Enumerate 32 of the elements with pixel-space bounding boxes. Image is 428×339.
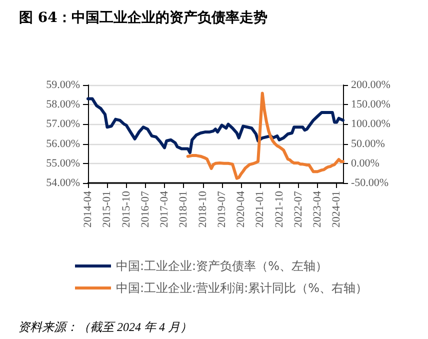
y2-tick-label: 50.00%: [351, 138, 385, 150]
x-tick-label: 2021-10: [273, 190, 286, 228]
y-tick-label: 58.00%: [46, 98, 80, 111]
x-tick-label: 2016-07: [139, 190, 152, 228]
x-tick-label: 2015-10: [120, 190, 132, 228]
chart-title: 图 64：中国工业企业的资产负债率走势: [19, 9, 268, 26]
y2-tick-label: 200.00%: [351, 79, 390, 91]
x-tick-label: 2017-04: [158, 190, 171, 228]
x-tick-label: 2021-01: [254, 191, 266, 228]
y2-tick-label: 150.00%: [351, 98, 390, 111]
line-series: [186, 92, 344, 180]
y-tick-label: 59.00%: [46, 79, 80, 91]
x-tick-label: 2014-04: [82, 190, 94, 228]
line-series: [86, 97, 344, 154]
y2-tick-label: 0.00%: [351, 157, 380, 170]
x-tick-label: 2024-01: [330, 191, 343, 228]
x-tick-label: 2020-04: [235, 190, 248, 228]
y-tick-label: 54.00%: [46, 177, 80, 189]
y-tick-label: 57.00%: [46, 118, 80, 130]
y-tick-label: 56.00%: [46, 138, 80, 150]
legend-label: 中国:工业企业:营业利润:累计同比（%、右轴）: [116, 281, 368, 295]
x-tick-label: 2023-04: [311, 190, 324, 228]
y2-tick-label: -50.00%: [351, 177, 389, 189]
x-tick-label: 2018-10: [196, 190, 209, 228]
y2-tick-label: 100.00%: [351, 118, 390, 130]
legend-label: 中国:工业企业:资产负债率（%、左轴）: [116, 259, 328, 273]
x-tick-label: 2015-01: [101, 191, 114, 228]
y-tick-label: 55.00%: [46, 157, 80, 170]
x-tick-label: 2022-07: [292, 190, 304, 228]
text: 资料来源：（截至 2024 年 4 月）: [18, 320, 192, 334]
x-tick-label: 2019-07: [216, 190, 228, 228]
x-tick-label: 2018-01: [178, 191, 190, 228]
